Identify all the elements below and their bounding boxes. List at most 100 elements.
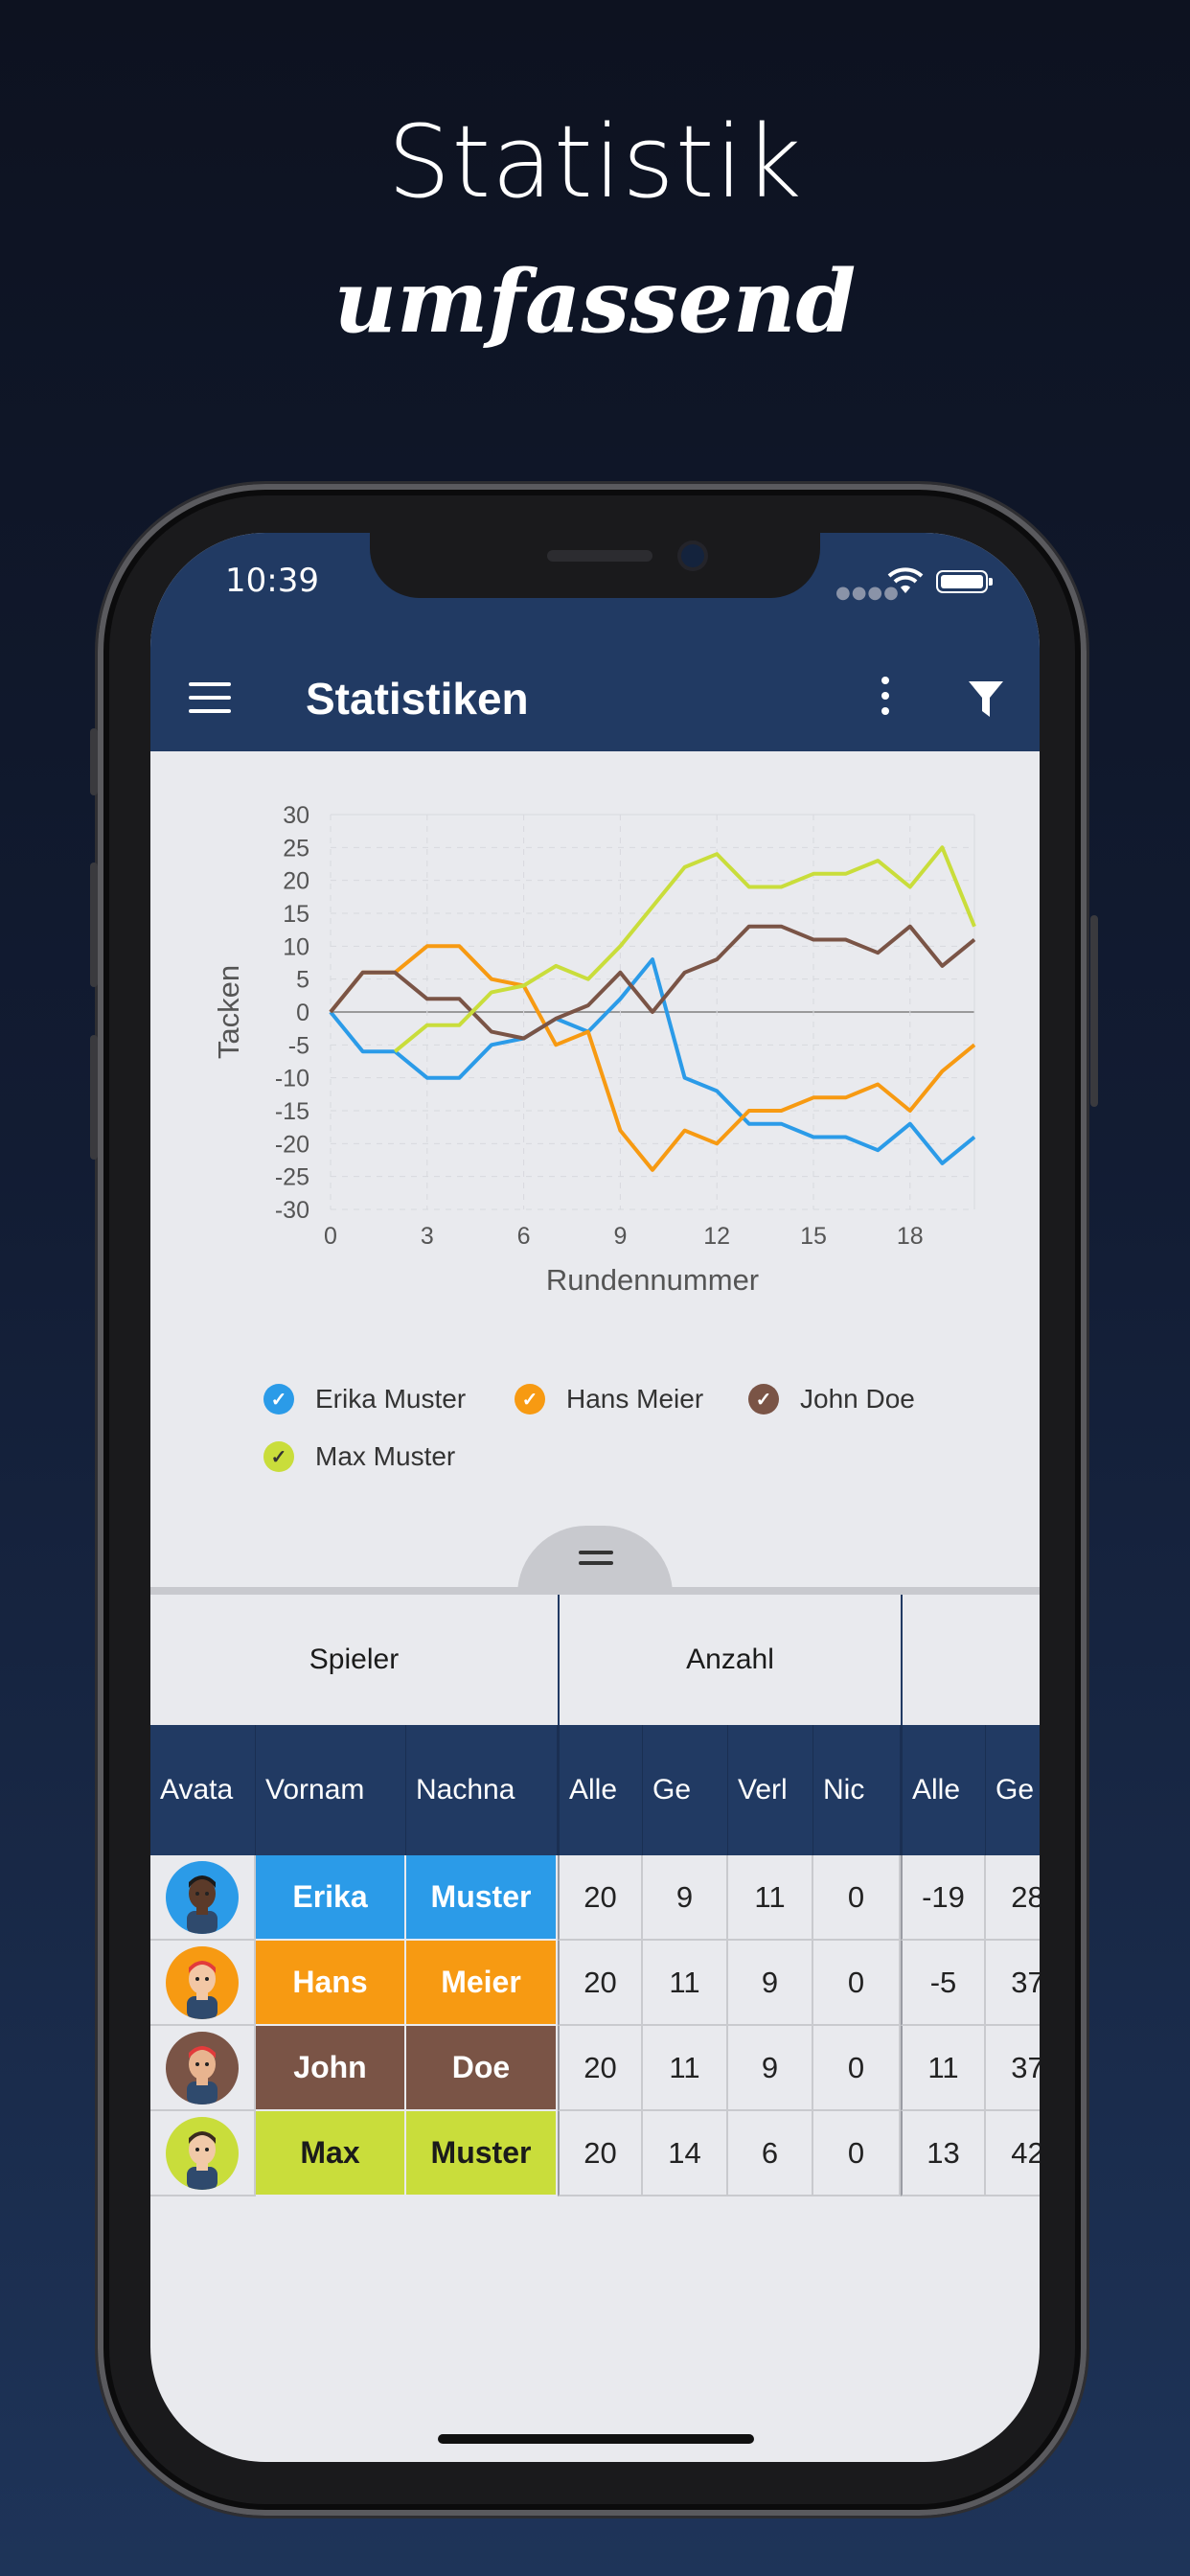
column-header-games-all[interactable]: Alle [558, 1725, 643, 1855]
more-options-icon[interactable] [879, 677, 892, 724]
y-tick-label: 10 [283, 933, 309, 960]
cell-verl: 9 [728, 1941, 813, 2026]
app-bar: Statistiken [150, 648, 1040, 751]
y-tick-label: 20 [283, 868, 309, 895]
drag-handle-icon[interactable] [579, 1551, 613, 1572]
avatar [166, 2031, 239, 2104]
group-header-next [903, 1595, 1040, 1725]
legend-label: John Doe [800, 1384, 915, 1414]
y-tick-label: -20 [275, 1131, 309, 1158]
y-tick-label: -15 [275, 1098, 309, 1125]
y-tick-label: -10 [275, 1066, 309, 1092]
x-axis-title: Rundennummer [546, 1263, 759, 1297]
promo-title: Statistik [387, 104, 803, 220]
filter-icon[interactable] [967, 678, 1005, 721]
column-header-lastname[interactable]: Nachna [406, 1725, 558, 1855]
x-tick-label: 6 [517, 1223, 531, 1250]
table-row[interactable]: MaxMuster2014601342 [150, 2111, 1040, 2196]
series-line-max-muster [393, 845, 976, 1053]
series-line-hans-meier [329, 944, 976, 1172]
cell-last: Doe [406, 2026, 558, 2111]
avatar [166, 1860, 239, 1934]
y-tick-label: 0 [296, 1000, 309, 1026]
check-icon[interactable]: ✓ [263, 1441, 294, 1472]
legend-label: Hans Meier [566, 1384, 704, 1414]
y-tick-label: -30 [275, 1197, 309, 1224]
cell-avatar [150, 2111, 256, 2196]
line-chart: 30 25 20 15 10 5 0 -5 -10 -15 -20 -25 -30 0 3 6 9 12 15 18 R… [212, 802, 976, 1297]
y-tick-label: 30 [283, 802, 309, 829]
cell-ge: 14 [643, 2111, 728, 2196]
y-tick-label: -5 [288, 1032, 309, 1059]
x-tick-label: 18 [897, 1223, 924, 1250]
y-tick-label: 25 [283, 835, 309, 862]
front-camera [681, 544, 704, 567]
cell-nic: 0 [813, 2111, 901, 2196]
phone-button-power [1090, 915, 1098, 1107]
legend-item[interactable]: ✓ Erika Muster [263, 1384, 466, 1414]
legend-item[interactable]: ✓ John Doe [748, 1384, 915, 1414]
cell-alle2: 11 [901, 2026, 986, 2111]
y-tick-label: -25 [275, 1164, 309, 1191]
home-indicator[interactable] [438, 2434, 754, 2444]
cell-nic: 0 [813, 1941, 901, 2026]
menu-icon[interactable] [189, 682, 231, 717]
cell-ge: 9 [643, 1855, 728, 1941]
group-header-player: Spieler [150, 1595, 558, 1725]
table-row[interactable]: JohnDoe2011901137 [150, 2026, 1040, 2111]
column-header-games-lost[interactable]: Verl [728, 1725, 813, 1855]
cell-ge: 11 [643, 2026, 728, 2111]
column-header-points-all[interactable]: Alle [901, 1725, 986, 1855]
cell-last: Muster [406, 2111, 558, 2196]
cell-alle2: 13 [901, 2111, 986, 2196]
column-header-firstname[interactable]: Vornam [256, 1725, 406, 1855]
legend-label: Erika Muster [315, 1384, 467, 1414]
x-tick-label: 9 [613, 1223, 627, 1250]
status-time: 10:39 [225, 562, 319, 600]
column-header-points-won[interactable]: Ge [986, 1725, 1040, 1855]
cell-ge: 11 [643, 1941, 728, 2026]
table-header-row: Avata Vornam Nachna Alle Ge Verl Nic All… [150, 1725, 1040, 1855]
column-header-games-none[interactable]: Nic [813, 1725, 901, 1855]
cell-nic: 0 [813, 2026, 901, 2111]
legend-label: Max Muster [315, 1441, 456, 1471]
group-separator [901, 1595, 903, 1725]
promo-subtitle: umfassend [333, 251, 857, 353]
phone-button-volume-up [90, 862, 98, 987]
cell-verl: 6 [728, 2111, 813, 2196]
battery-icon [936, 570, 993, 593]
cell-verl: 9 [728, 2026, 813, 2111]
x-tick-label: 15 [800, 1223, 827, 1250]
series-line-john-doe [329, 924, 976, 1041]
cell-nic: 0 [813, 1855, 901, 1941]
cell-ge2: 28 [986, 1855, 1040, 1941]
column-header-avatar[interactable]: Avata [150, 1725, 256, 1855]
cell-ge2: 42 [986, 2111, 1040, 2196]
x-tick-label: 0 [324, 1223, 337, 1250]
x-tick-label: 12 [703, 1223, 730, 1250]
y-tick-label: 5 [296, 967, 309, 994]
cell-avatar [150, 1855, 256, 1941]
check-icon[interactable]: ✓ [515, 1384, 545, 1414]
phone-button-mute [90, 728, 98, 795]
page-title: Statistiken [306, 674, 529, 724]
group-separator [558, 1595, 560, 1725]
check-icon[interactable]: ✓ [748, 1384, 779, 1414]
cell-verl: 11 [728, 1855, 813, 1941]
legend-item[interactable]: ✓ Hans Meier [515, 1384, 703, 1414]
cell-last: Muster [406, 1855, 558, 1941]
cell-ge2: 37 [986, 2026, 1040, 2111]
phone-button-volume-down [90, 1035, 98, 1160]
cell-alle: 20 [558, 1941, 643, 2026]
avatar [166, 1945, 239, 2019]
check-icon[interactable]: ✓ [263, 1384, 294, 1414]
cell-first: Hans [256, 1941, 406, 2026]
notch [370, 533, 820, 598]
column-header-games-won[interactable]: Ge [643, 1725, 728, 1855]
wifi-icon [887, 567, 924, 593]
cell-alle2: -19 [901, 1855, 986, 1941]
legend-item[interactable]: ✓ Max Muster [263, 1441, 455, 1472]
signal-icon: ●●●● [835, 583, 900, 603]
